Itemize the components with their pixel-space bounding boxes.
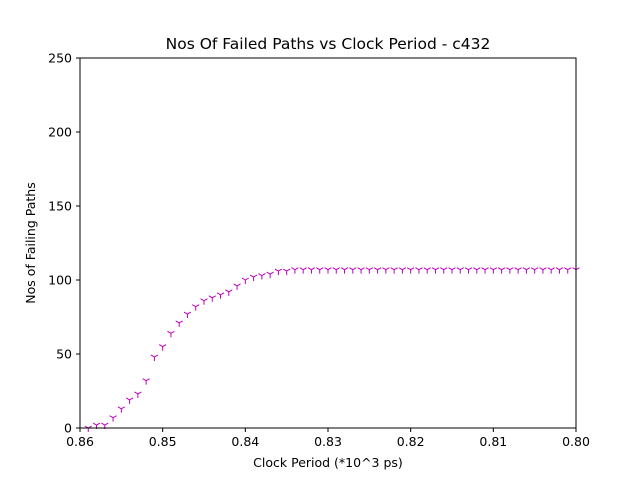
y-tick-label: 50: [56, 347, 72, 362]
data-point: [150, 354, 159, 361]
x-tick-label: 0.81: [479, 434, 507, 449]
data-point: [167, 330, 175, 338]
data-point: [316, 267, 324, 274]
y-tick-label: 250: [48, 51, 72, 66]
data-point: [514, 267, 522, 274]
data-point: [431, 267, 440, 274]
data-point: [481, 267, 489, 274]
data-point: [109, 415, 117, 422]
x-axis-ticks: 0.86 0.85 0.84 0.83 0.82 0.81 0.80: [66, 428, 590, 449]
data-point: [266, 271, 274, 279]
data-point: [274, 268, 283, 276]
y-tick-label: 150: [48, 199, 72, 214]
data-point: [406, 267, 415, 274]
data-point: [142, 378, 150, 385]
y-tick-label: 100: [48, 273, 72, 288]
data-point: [125, 397, 134, 404]
data-point: [249, 274, 258, 282]
x-tick-label: 0.83: [314, 434, 342, 449]
plot-frame: [79, 57, 577, 429]
x-tick-label: 0.82: [397, 434, 425, 449]
x-tick-label: 0.86: [66, 434, 94, 449]
data-point: [506, 267, 514, 274]
data-point: [258, 273, 266, 280]
data-point: [225, 289, 233, 296]
y-tick-label: 200: [48, 125, 72, 140]
data-point: [398, 267, 407, 274]
data-point: [340, 267, 349, 274]
data-point: [423, 267, 431, 274]
data-markers: [84, 267, 580, 432]
x-tick-label: 0.85: [149, 434, 177, 449]
data-point: [522, 267, 531, 274]
data-point: [241, 277, 250, 284]
data-point: [456, 267, 464, 274]
chart-title: Nos Of Failed Paths vs Clock Period - c4…: [166, 35, 491, 53]
y-axis-label: Nos of Failing Paths: [23, 182, 38, 303]
data-point: [216, 292, 225, 299]
x-tick-label: 0.84: [231, 434, 259, 449]
data-point: [200, 298, 208, 305]
data-point: [382, 267, 390, 274]
data-point: [208, 295, 216, 302]
data-point: [373, 267, 382, 274]
data-point: [183, 311, 192, 319]
data-point: [555, 267, 564, 274]
data-point: [282, 268, 291, 276]
data-point: [332, 267, 340, 274]
data-point: [233, 283, 241, 290]
data-point: [117, 406, 126, 413]
data-point: [365, 267, 374, 274]
data-point: [307, 267, 316, 274]
data-point: [564, 267, 572, 274]
x-tick-label: 0.80: [562, 434, 590, 449]
data-point: [390, 267, 398, 274]
data-point: [415, 267, 423, 274]
data-point: [530, 267, 539, 274]
data-point: [134, 391, 142, 398]
data-point: [539, 267, 547, 274]
data-point: [324, 267, 332, 274]
y-tick-label: 0: [64, 421, 72, 436]
data-point: [158, 344, 167, 351]
data-point: [192, 304, 200, 311]
data-point: [547, 267, 555, 274]
data-point: [489, 267, 498, 274]
y-axis-ticks: 0 50 100 150 200 250: [48, 51, 80, 436]
data-point: [497, 267, 506, 274]
data-point: [349, 267, 357, 274]
x-axis-label: Clock Period (*10^3 ps): [253, 455, 403, 470]
data-point: [448, 267, 456, 274]
plot-area: [80, 58, 576, 428]
data-point: [357, 267, 365, 274]
data-point: [299, 267, 307, 274]
data-point: [175, 320, 183, 327]
data-point: [291, 267, 299, 274]
data-point: [464, 267, 473, 274]
data-point: [440, 267, 448, 274]
data-point: [473, 267, 481, 274]
